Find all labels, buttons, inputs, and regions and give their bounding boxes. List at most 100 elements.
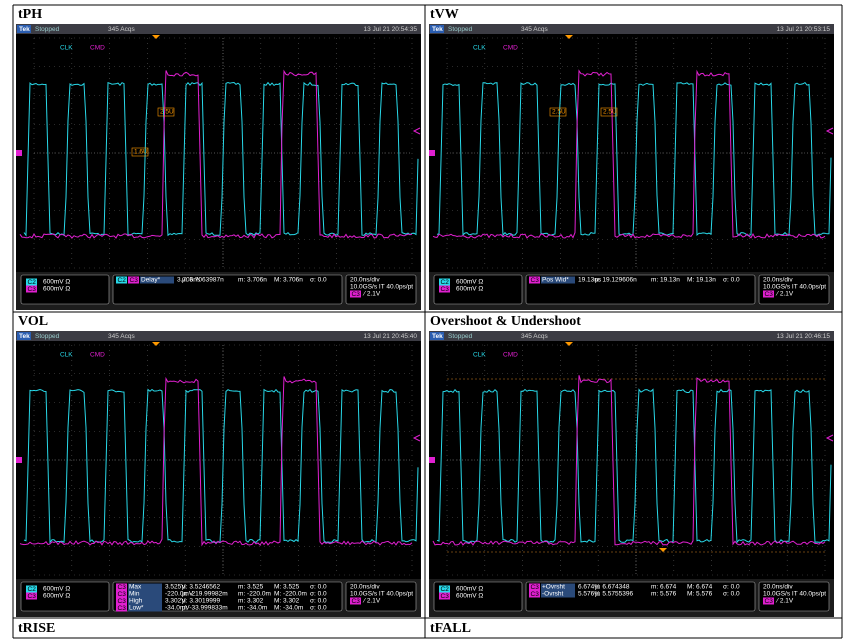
channel-label: CLK [473, 45, 486, 52]
meas-value: 6.674% [578, 584, 600, 591]
timebase-scale: 20.0ns/div [763, 277, 793, 284]
channel-badge-text: C3 [118, 598, 127, 605]
cursor-label: 2.5U [603, 109, 617, 116]
acqs: 345 Acqs [108, 26, 135, 33]
trigger-marker [565, 35, 573, 39]
meas-max: M: -220.0m [274, 591, 307, 598]
meas-name-bg [128, 583, 162, 591]
meas-value: 3.706ns [177, 277, 201, 284]
channel-scale: 600mV Ω [456, 593, 483, 600]
timestamp: 13 Jul 21 20:54:35 [364, 26, 418, 33]
channel-badge-text: C3 [531, 591, 540, 598]
cell-label: Overshoot & Undershoot [430, 314, 581, 329]
channel-badge [26, 285, 37, 293]
meas-std: σ: 0.0 [723, 584, 740, 591]
readout-box [112, 581, 343, 612]
cmd-waveform [19, 69, 413, 239]
channel-badge-text: C3 [118, 591, 127, 598]
meas-max: M: 19.13n [687, 277, 716, 284]
cell-label: VOL [18, 314, 48, 329]
meas-mean: μ: 6.674348 [595, 584, 630, 591]
sample-rate: 10.0GS/s IT 40.0ps/pt [350, 284, 413, 291]
readout-box [758, 581, 830, 612]
clk-waveform [436, 81, 832, 237]
scope-header [429, 24, 834, 34]
meas-std: σ: 0.0 [723, 277, 740, 284]
meas-value: 3.302V [165, 598, 186, 605]
channel-badge-text: C3 [441, 286, 450, 293]
channel-badge [529, 590, 540, 598]
meas-std: σ: 0.0 [310, 584, 327, 591]
meas-std: σ: 0.0 [310, 598, 327, 605]
channel-badge [529, 276, 540, 284]
ch-marker [429, 457, 435, 463]
meas-min: m: -34.0m [238, 605, 267, 612]
status: Stopped [448, 333, 473, 340]
channel-badge-text: C3 [441, 593, 450, 600]
readout-box [345, 274, 417, 305]
cmd-waveform [432, 375, 826, 546]
screen [16, 341, 421, 579]
meas-mean: μ: -33.999833m [182, 605, 228, 612]
channel-badge-text: C2 [118, 277, 127, 284]
channel-badge-text: C3 [531, 584, 540, 591]
channel-badge [26, 585, 37, 593]
meas-mean: μ: 3.7063987n [182, 277, 224, 284]
readout-box [525, 581, 756, 612]
brand-badge [17, 332, 31, 340]
readout-box [345, 581, 417, 612]
readout-box [20, 274, 110, 305]
channel-badge [116, 597, 127, 605]
level-marker [412, 434, 421, 442]
channel-badge [116, 604, 127, 612]
meas-min: m: 3.525 [238, 584, 264, 591]
meas-name: Low* [129, 605, 144, 612]
status: Stopped [448, 26, 473, 33]
channel-badge-text: C2 [441, 279, 450, 286]
meas-value: 3.525V [165, 584, 186, 591]
meas-mean: μ: 3.3019999 [182, 598, 220, 605]
trigger-marker [565, 342, 573, 346]
timestamp: 13 Jul 21 20:45:40 [364, 333, 418, 340]
meas-max: M: 6.674 [687, 584, 713, 591]
cell-label: tPH [18, 7, 42, 22]
meas-max: M: 3.706n [274, 277, 303, 284]
clk-waveform [23, 388, 419, 544]
meas-value: 19.13ns [578, 277, 602, 284]
channel-scale: 600mV Ω [456, 279, 483, 286]
channel-badge-text: C3 [130, 277, 139, 284]
cell-label: tRISE [18, 621, 55, 636]
meas-name: Delay* [141, 277, 161, 284]
acqs: 345 Acqs [521, 333, 548, 340]
cursor-label-box [549, 107, 567, 117]
timebase-scale: 20.0ns/div [350, 584, 380, 591]
brand: Tek [432, 333, 443, 340]
meas-value: -220.0mV [165, 591, 194, 598]
meas-max: M: 3.302 [274, 598, 300, 605]
acqs: 345 Acqs [521, 26, 548, 33]
trigger-level: ⁄ 2.1V [362, 598, 381, 605]
meas-name: +Ovrsht [542, 584, 565, 591]
meas-name: Max [129, 584, 142, 591]
meas-std: σ: 0.0 [310, 277, 327, 284]
meas-min: m: 3.302 [238, 598, 264, 605]
channel-badge-text: C2 [28, 279, 37, 286]
channel-scale: 600mV Ω [43, 593, 70, 600]
meas-name-bg [140, 276, 174, 284]
meas-name-bg [541, 276, 575, 284]
meas-max: M: 3.525 [274, 584, 300, 591]
channel-badge-text: C2 [28, 586, 37, 593]
meas-name-bg [128, 604, 162, 612]
channel-scale: 600mV Ω [43, 279, 70, 286]
meas-min: m: -220.0m [238, 591, 271, 598]
channel-scale: 600mV Ω [456, 286, 483, 293]
cursor-label-box [131, 147, 149, 157]
screen [16, 34, 421, 272]
channel-badge-text: C3 [118, 605, 127, 612]
channel-badge [26, 278, 37, 286]
trigger-level: ⁄ 2.1V [775, 291, 794, 298]
channel-badge [439, 585, 450, 593]
channel-badge-text: C3 [765, 598, 774, 605]
channel-label: CLK [473, 352, 486, 359]
